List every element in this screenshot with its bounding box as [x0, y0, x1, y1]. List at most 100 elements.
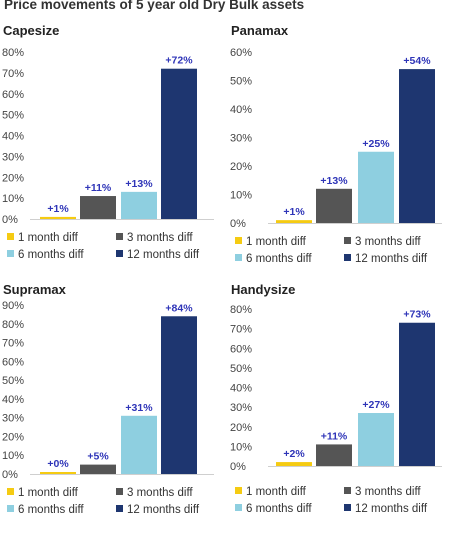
- data-label: +0%: [47, 458, 69, 470]
- data-label: +11%: [321, 430, 348, 442]
- legend-swatch-3-months-diff: [344, 237, 351, 244]
- y-tick-label: 70%: [2, 338, 24, 350]
- data-label: +25%: [362, 138, 390, 150]
- y-tick-label: 40%: [2, 131, 24, 143]
- figure-title: Price movements of 5 year old Dry Bulk a…: [4, 0, 305, 12]
- legend-label-12-months-diff: 12 months diff: [355, 253, 428, 265]
- legend-swatch-6-months-diff: [7, 250, 14, 257]
- y-tick-label: 50%: [230, 76, 252, 88]
- legend-label-3-months-diff: 3 months diff: [127, 232, 193, 244]
- legend-swatch-1-month-diff: [7, 233, 14, 240]
- legend-swatch-12-months-diff: [344, 254, 351, 261]
- legend-swatch-3-months-diff: [116, 488, 123, 495]
- bar-12-months-diff: [399, 69, 435, 223]
- y-tick-label: 0%: [2, 214, 18, 226]
- legend-swatch-1-month-diff: [235, 237, 242, 244]
- data-label: +13%: [320, 175, 348, 187]
- data-label: +11%: [85, 182, 112, 194]
- chart-svg-panamax: Panamax 0% 10% 20% 30% 40% 50% 60% +1% +13% +25% +5…: [230, 23, 442, 265]
- y-tick-label: 0%: [230, 218, 246, 230]
- legend-label-1-month-diff: 1 month diff: [246, 486, 307, 498]
- y-tick-label: 80%: [2, 47, 24, 59]
- legend-swatch-6-months-diff: [235, 254, 242, 261]
- legend-label-12-months-diff: 12 months diff: [127, 504, 200, 516]
- legend-swatch-12-months-diff: [344, 504, 351, 511]
- y-tick-label: 0%: [230, 461, 246, 473]
- panel-title-supramax: Supramax: [3, 282, 67, 297]
- legend-label-3-months-diff: 3 months diff: [127, 487, 193, 499]
- y-tick-label: 10%: [2, 450, 24, 462]
- legend-label-3-months-diff: 3 months diff: [355, 486, 421, 498]
- legend-label-6-months-diff: 6 months diff: [18, 504, 84, 516]
- y-tick-label: 20%: [2, 431, 24, 443]
- legend-label-3-months-diff: 3 months diff: [355, 236, 421, 248]
- y-tick-label: 40%: [230, 383, 252, 395]
- bar-12-months-diff: [399, 322, 435, 466]
- chart-svg-handysize: Handysize 0% 10% 20% 30% 40% 50% 60% 70% 80% +2% +1…: [230, 282, 442, 515]
- y-tick-label: 40%: [2, 394, 24, 406]
- data-label: +1%: [283, 206, 305, 218]
- data-label: +5%: [87, 451, 109, 463]
- legend-swatch-3-months-diff: [344, 487, 351, 494]
- panel-title-handysize: Handysize: [231, 282, 295, 297]
- y-tick-label: 10%: [2, 193, 24, 205]
- y-tick-label: 70%: [230, 324, 252, 336]
- data-label: +1%: [47, 203, 69, 215]
- data-label: +2%: [283, 448, 305, 460]
- y-tick-label: 10%: [230, 441, 252, 453]
- y-tick-label: 30%: [2, 151, 24, 163]
- bar-1-month-diff: [40, 472, 76, 474]
- y-tick-label: 20%: [2, 172, 24, 184]
- data-label: +54%: [403, 55, 431, 67]
- bar-3-months-diff: [80, 196, 116, 219]
- legend-label-1-month-diff: 1 month diff: [18, 232, 79, 244]
- bar-6-months-diff: [358, 413, 394, 466]
- data-label: +27%: [362, 399, 390, 411]
- bar-3-months-diff: [316, 444, 352, 466]
- legend-label-12-months-diff: 12 months diff: [355, 503, 428, 515]
- y-tick-label: 60%: [230, 47, 252, 59]
- data-label: +72%: [165, 55, 193, 67]
- legend-label-1-month-diff: 1 month diff: [246, 236, 307, 248]
- chart-panel-supramax: Supramax 0% 10% 20% 30% 40% 50% 60% 70% 80% 90% +0%…: [0, 271, 228, 533]
- bar-12-months-diff: [161, 68, 197, 219]
- legend-swatch-6-months-diff: [235, 504, 242, 511]
- y-tick-label: 50%: [2, 110, 24, 122]
- chart-panel-capesize: Capesize 0% 10% 20% 30% 40% 50% 60% 70% 80% +1% +11…: [0, 12, 228, 274]
- bar-6-months-diff: [121, 191, 157, 219]
- legend-label-12-months-diff: 12 months diff: [127, 249, 200, 261]
- chart-svg-supramax: Supramax 0% 10% 20% 30% 40% 50% 60% 70% 80% 90% +0%…: [2, 282, 214, 516]
- y-tick-label: 30%: [230, 402, 252, 414]
- y-tick-label: 20%: [230, 161, 252, 173]
- y-tick-label: 90%: [2, 300, 24, 312]
- legend-label-6-months-diff: 6 months diff: [246, 503, 312, 515]
- legend-label-1-month-diff: 1 month diff: [18, 487, 79, 499]
- data-label: +31%: [125, 402, 153, 414]
- legend-swatch-6-months-diff: [7, 505, 14, 512]
- y-tick-label: 60%: [230, 343, 252, 355]
- legend-swatch-1-month-diff: [7, 488, 14, 495]
- y-tick-label: 30%: [230, 133, 252, 145]
- bar-1-month-diff: [276, 220, 312, 223]
- y-tick-label: 60%: [2, 89, 24, 101]
- bar-6-months-diff: [121, 415, 157, 474]
- y-tick-label: 80%: [230, 304, 252, 316]
- data-label: +73%: [403, 309, 431, 321]
- y-tick-label: 40%: [230, 104, 252, 116]
- y-tick-label: 50%: [230, 363, 252, 375]
- y-tick-label: 10%: [230, 190, 252, 202]
- legend-swatch-12-months-diff: [116, 250, 123, 257]
- bar-6-months-diff: [358, 151, 394, 223]
- bar-1-month-diff: [40, 216, 76, 219]
- bar-1-month-diff: [276, 462, 312, 466]
- legend-label-6-months-diff: 6 months diff: [246, 253, 312, 265]
- chart-svg-capesize: Capesize 0% 10% 20% 30% 40% 50% 60% 70% 80% +1% +11…: [2, 23, 214, 261]
- data-label: +13%: [125, 178, 153, 190]
- bar-3-months-diff: [316, 188, 352, 223]
- chart-panel-panamax: Panamax 0% 10% 20% 30% 40% 50% 60% +1% +13% +25% +5…: [228, 12, 456, 274]
- y-tick-label: 60%: [2, 356, 24, 368]
- y-tick-label: 20%: [230, 422, 252, 434]
- panel-title-panamax: Panamax: [231, 23, 289, 38]
- y-tick-label: 0%: [2, 469, 18, 481]
- y-tick-label: 70%: [2, 68, 24, 80]
